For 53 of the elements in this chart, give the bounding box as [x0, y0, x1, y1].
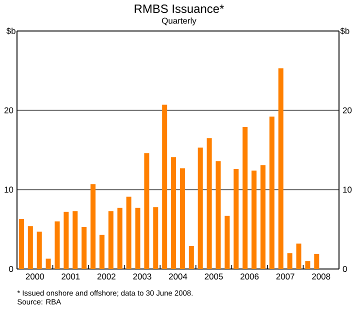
- bar: [224, 216, 230, 269]
- bar: [135, 208, 140, 269]
- bar: [252, 170, 257, 269]
- chart-title: RMBS Issuance*: [134, 4, 224, 13]
- bar: [260, 165, 266, 269]
- y-tick-label: 10: [4, 186, 14, 193]
- bar: [28, 226, 33, 269]
- y-tick-label: 0: [9, 266, 14, 272]
- bar: [269, 116, 274, 269]
- x-tick-label: 2004: [169, 274, 188, 280]
- x-tick-label: 2007: [276, 274, 294, 280]
- bar: [18, 219, 24, 269]
- bar: [278, 68, 284, 269]
- bar: [90, 184, 96, 269]
- bar: [82, 226, 87, 269]
- bar: [242, 126, 248, 269]
- bar: [216, 161, 221, 269]
- bar: [72, 211, 78, 269]
- y2-tick-label: 20: [342, 107, 352, 114]
- bar: [126, 196, 132, 269]
- bar: [234, 169, 239, 269]
- bar: [144, 153, 150, 269]
- bar: [117, 208, 122, 269]
- bar: [36, 232, 42, 269]
- bar: [305, 261, 310, 269]
- bar: [180, 168, 185, 269]
- bar: [171, 157, 176, 269]
- y-axis-title: $b: [6, 28, 16, 34]
- y2-tick-label: 0: [342, 266, 347, 272]
- x-tick-label: 2003: [133, 274, 152, 280]
- bar: [162, 104, 168, 269]
- x-tick-label: 2005: [204, 274, 223, 280]
- bar: [153, 207, 158, 269]
- bar: [206, 138, 212, 269]
- bar: [64, 212, 69, 269]
- bar: [108, 211, 114, 269]
- x-tick-label: 2001: [62, 274, 80, 280]
- chart-subtitle: Quarterly: [162, 18, 196, 26]
- x-tick-label: 2006: [240, 274, 259, 280]
- bar: [296, 244, 302, 269]
- bar: [188, 246, 194, 269]
- y2-axis-title: $b: [340, 28, 350, 34]
- bar: [54, 221, 60, 269]
- x-tick-label: 2002: [97, 274, 116, 280]
- bar: [99, 234, 104, 269]
- bar: [46, 258, 51, 269]
- bar: [314, 254, 320, 269]
- bar: [287, 253, 292, 269]
- bar: [198, 148, 203, 269]
- x-tick-label: 2000: [26, 274, 44, 280]
- y2-tick-label: 10: [343, 186, 352, 193]
- x-tick-label: 2008: [312, 274, 330, 280]
- y-tick-label: 20: [4, 107, 14, 114]
